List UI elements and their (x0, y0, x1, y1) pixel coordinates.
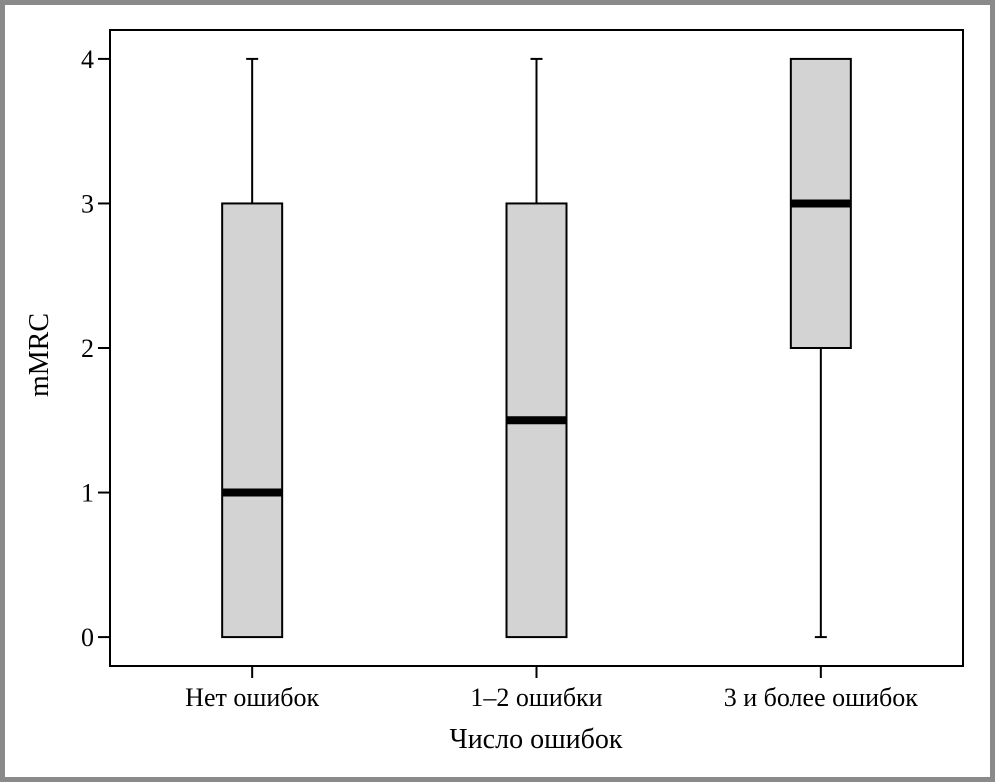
x-axis-title: Число ошибок (450, 724, 623, 755)
y-tick-label: 4 (81, 45, 94, 74)
y-tick-label: 1 (81, 479, 94, 508)
x-tick-label: 1–2 ошибки (470, 683, 602, 712)
box (221, 202, 284, 639)
x-tick-label: Нет ошибок (185, 683, 319, 712)
x-tick-label: 3 и более ошибок (724, 683, 919, 712)
boxes (221, 57, 852, 639)
x-axis: Нет ошибок 1–2 ошибки 3 и более ошибок (185, 666, 918, 712)
y-axis: 0 1 2 3 4 (81, 45, 110, 652)
y-axis-title: mMRC (24, 313, 55, 397)
y-tick-label: 2 (81, 334, 94, 363)
y-tick-label: 3 (81, 189, 94, 218)
y-tick-label: 0 (81, 623, 94, 652)
